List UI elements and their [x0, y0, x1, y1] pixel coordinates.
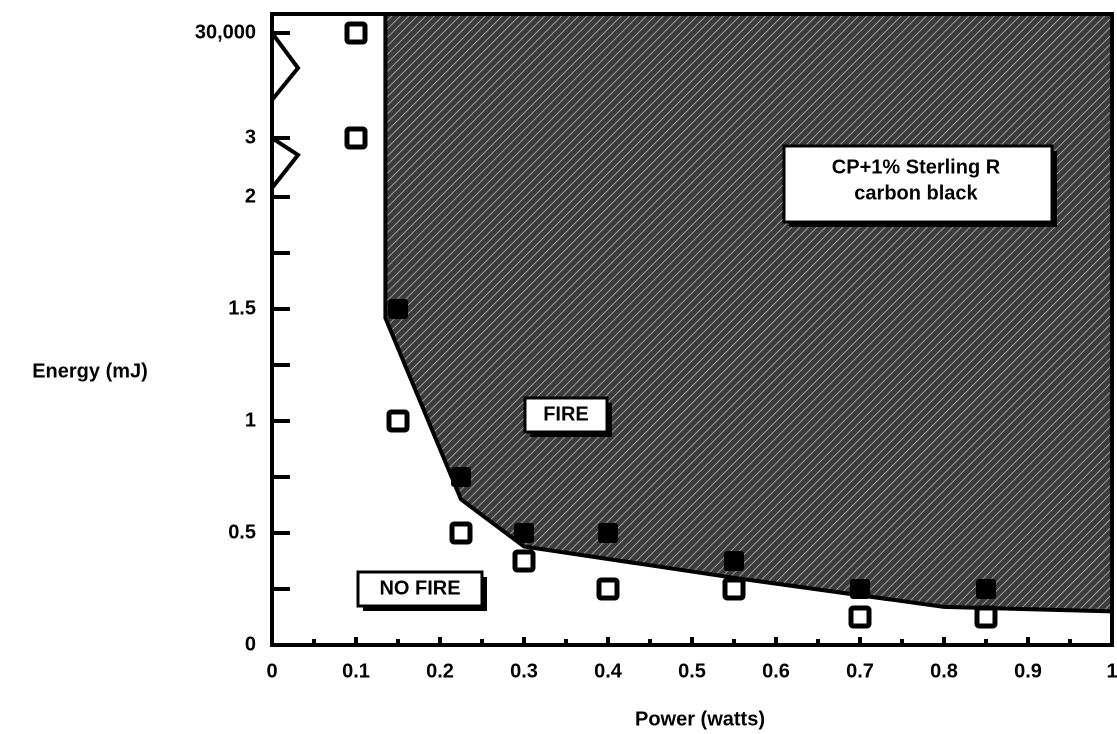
- y-tick-label: 2: [245, 185, 256, 207]
- x-axis-label: Power (watts): [635, 708, 765, 730]
- no-fire-point: [344, 126, 368, 150]
- no-fire-point: [596, 577, 620, 601]
- y-tick-label: 0.5: [228, 521, 256, 543]
- x-tick-label: 0.4: [594, 660, 623, 682]
- x-tick-label: 0.2: [426, 660, 454, 682]
- no-fire-point: [848, 605, 872, 629]
- fire-point: [976, 579, 996, 599]
- fire-point: [514, 523, 534, 543]
- material-label: CP+1% Sterling R: [832, 156, 1001, 178]
- fire-label: FIRE: [543, 403, 589, 425]
- boundary-line: [383, 33, 1113, 614]
- fire-region: [385, 14, 1112, 612]
- fire-point: [451, 467, 471, 487]
- x-tick-label: 0.9: [1014, 660, 1042, 682]
- fire-point: [850, 579, 870, 599]
- no-fire-point: [722, 577, 746, 601]
- x-tick-label: 0.7: [846, 660, 874, 682]
- fire-point: [598, 523, 618, 543]
- y-tick-label: 3: [245, 126, 256, 148]
- y-tick-label: 30,000: [195, 21, 256, 43]
- y-tick-label: 0: [245, 633, 256, 655]
- no-fire-box: [356, 570, 484, 608]
- axis-break: [270, 31, 301, 190]
- y-tick-label: 1.5: [228, 297, 256, 319]
- x-tick-label: 0.3: [510, 660, 538, 682]
- material-box: [782, 144, 1054, 224]
- x-tick-label: 0.8: [930, 660, 958, 682]
- fire-box: [523, 396, 609, 434]
- x-tick-label: 0: [266, 660, 277, 682]
- fire-point: [388, 299, 408, 319]
- no-fire-point: [512, 549, 536, 573]
- x-tick-label: 0.1: [342, 660, 370, 682]
- no-fire-point: [974, 605, 998, 629]
- x-tick-label: 0.5: [678, 660, 706, 682]
- no-fire-point: [386, 409, 410, 433]
- no-fire-point: [449, 521, 473, 545]
- no-fire-label: NO FIRE: [379, 577, 460, 599]
- y-axis-label: Energy (mJ): [32, 360, 148, 382]
- material-label: carbon black: [854, 182, 978, 204]
- x-tick-label: 1: [1106, 660, 1117, 682]
- x-tick-label: 0.6: [762, 660, 790, 682]
- y-tick-label: 1: [245, 409, 256, 431]
- no-fire-point: [344, 21, 368, 45]
- fire-point: [724, 551, 744, 571]
